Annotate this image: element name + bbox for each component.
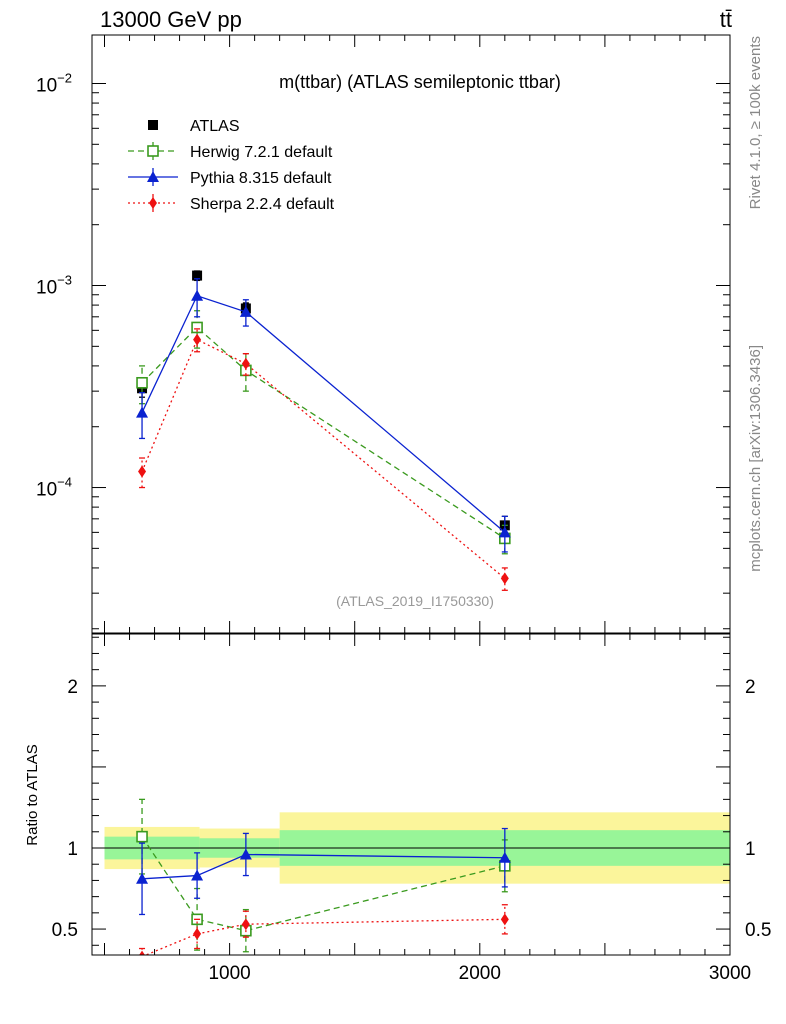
legend-label-3: Sherpa 2.2.4 default: [190, 196, 335, 213]
legend: ATLAS Herwig 7.2.1 default Pythia 8.315 de…: [128, 118, 335, 213]
data-point-1-1: [191, 321, 203, 334]
legend-label-1: Herwig 7.2.1 default: [190, 144, 333, 161]
data-point-0-1: [192, 270, 203, 281]
data-point-11-1: [191, 869, 204, 881]
main-panel: 10−2 10−3 10−4 m(ttbar) (ATLAS semileptoni…: [36, 34, 731, 634]
x-tick-label: 1000: [208, 963, 250, 984]
legend-marker-3: [149, 197, 157, 209]
data-point-11-0: [136, 872, 149, 884]
data-point-11-2: [239, 848, 252, 860]
series-line-2: [141, 294, 506, 533]
process-label: tt̄: [720, 7, 732, 32]
series-line-3: [141, 338, 506, 579]
data-point-2-1: [191, 289, 204, 301]
rivet-version-note: Rivet 4.1.0, ≥ 100k events: [747, 36, 764, 209]
y-tick-label: 10−2: [36, 70, 72, 96]
data-point-2-2: [239, 305, 252, 317]
y-tick-label: 10−3: [36, 273, 72, 299]
main-panel-frame: [91, 34, 731, 634]
ratio-y-tick-label: 2: [67, 677, 78, 698]
x-tick-label: 2000: [459, 963, 501, 984]
data-point-1-0: [136, 376, 148, 389]
mcplots-source-note: mcplots.cern.ch [arXiv:1306.3436]: [747, 345, 764, 572]
ratio-y-tick-label: 1: [67, 839, 78, 860]
ratio-panel-frame: [91, 633, 731, 956]
main-plot-title: m(ttbar) (ATLAS semileptonic ttbar): [279, 72, 561, 92]
data-point-12-1: [193, 927, 202, 940]
data-point-12-0: [139, 950, 145, 955]
legend-marker-0: [148, 120, 158, 130]
ratio-y-tick-label-right: 1: [745, 839, 756, 860]
data-point-12-2: [241, 918, 250, 931]
x-tick-label: 3000: [709, 963, 751, 984]
legend-marker-1: [147, 145, 159, 157]
data-point-2-3: [498, 526, 511, 538]
legend-marker-2: [147, 171, 159, 182]
series-line-10: [141, 836, 505, 932]
ratio-y-tick-label-right: 2: [745, 677, 756, 698]
data-point-3-3: [500, 572, 509, 585]
data-point-12-3: [500, 913, 509, 926]
energy-label: 13000 GeV pp: [100, 7, 242, 32]
data-point-11-3: [498, 851, 511, 863]
legend-label-2: Pythia 8.315 default: [190, 170, 332, 187]
series-line-11: [142, 853, 505, 880]
legend-label-0: ATLAS: [190, 118, 240, 135]
series-line-1: [141, 326, 506, 539]
data-point-3-1: [193, 333, 202, 346]
ratio-panel: 1000 2000 3000 0.5 0.5 1 1 2 2 Ratio to ATLAS: [24, 633, 771, 984]
ratio-axis-label: Ratio to ATLAS: [24, 744, 41, 845]
y-tick-label: 10−4: [36, 475, 72, 501]
ratio-y-tick-label: 0.5: [52, 920, 78, 941]
data-point-2-0: [136, 406, 149, 418]
analysis-watermark: (ATLAS_2019_I1750330): [336, 593, 494, 609]
data-point-3-0: [138, 465, 147, 478]
data-point-10-0: [136, 830, 148, 843]
data-point-3-2: [241, 357, 250, 370]
ratio-y-tick-label-right: 0.5: [745, 920, 771, 941]
